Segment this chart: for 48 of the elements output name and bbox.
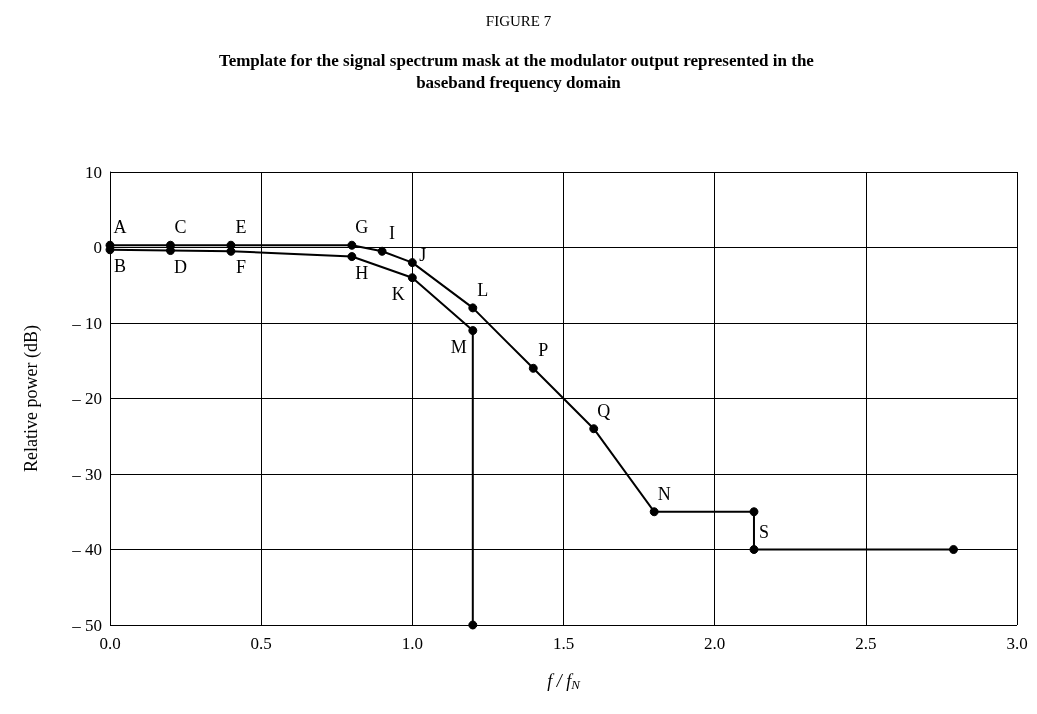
annotation: E [235, 217, 247, 238]
x-tick-label: 2.0 [704, 634, 726, 653]
point [407, 258, 417, 268]
point [589, 424, 599, 434]
annotation: J [419, 244, 427, 265]
y-axis-title: Relative power (dB) [21, 325, 42, 472]
annotation: D [173, 256, 187, 277]
point [749, 507, 759, 517]
point [528, 363, 538, 373]
point [468, 620, 478, 630]
annotation: L [477, 279, 489, 300]
annotation: H [355, 262, 369, 283]
annotation: P [538, 340, 549, 361]
annotation: M [450, 336, 467, 357]
annotation: B [113, 255, 127, 276]
x-tick-label: 1.5 [552, 634, 575, 653]
annotation: A [113, 217, 127, 238]
point [468, 326, 478, 336]
annotation: Q [597, 400, 611, 421]
x-tick-label: 3.0 [1006, 634, 1028, 653]
point [468, 303, 478, 313]
chart-subtitle: Template for the signal spectrum mask at the modulator output represented in the baseband frequency domain [218, 50, 819, 92]
annotation: C [174, 217, 187, 238]
y-tick-label: – 50 [71, 615, 102, 635]
x-tick-label: 0.5 [250, 634, 272, 653]
annotation: S [758, 521, 769, 542]
annotation: F [235, 257, 246, 278]
y-tick-label: – 40 [71, 540, 102, 559]
point [407, 273, 417, 283]
point [749, 545, 759, 554]
annotation: N [657, 483, 671, 504]
point [377, 246, 387, 256]
y-tick-label: 10 [85, 162, 102, 182]
point [347, 240, 357, 250]
point [347, 252, 357, 262]
point [949, 545, 959, 554]
chart-title: FIGURE 7 [485, 12, 552, 29]
y-tick-label: – 20 [71, 389, 102, 408]
annotation: I [389, 223, 396, 244]
y-tick-label: – 10 [71, 313, 102, 333]
annotation: K [391, 283, 405, 304]
y-tick-label: 0 [93, 238, 102, 257]
point [649, 507, 659, 517]
y-tick-label: – 30 [71, 464, 102, 484]
x-tick-label: 1.0 [401, 634, 423, 653]
x-tick-label: 2.5 [855, 634, 877, 653]
annotation: G [355, 217, 369, 238]
x-tick-label: 0.0 [99, 634, 121, 653]
